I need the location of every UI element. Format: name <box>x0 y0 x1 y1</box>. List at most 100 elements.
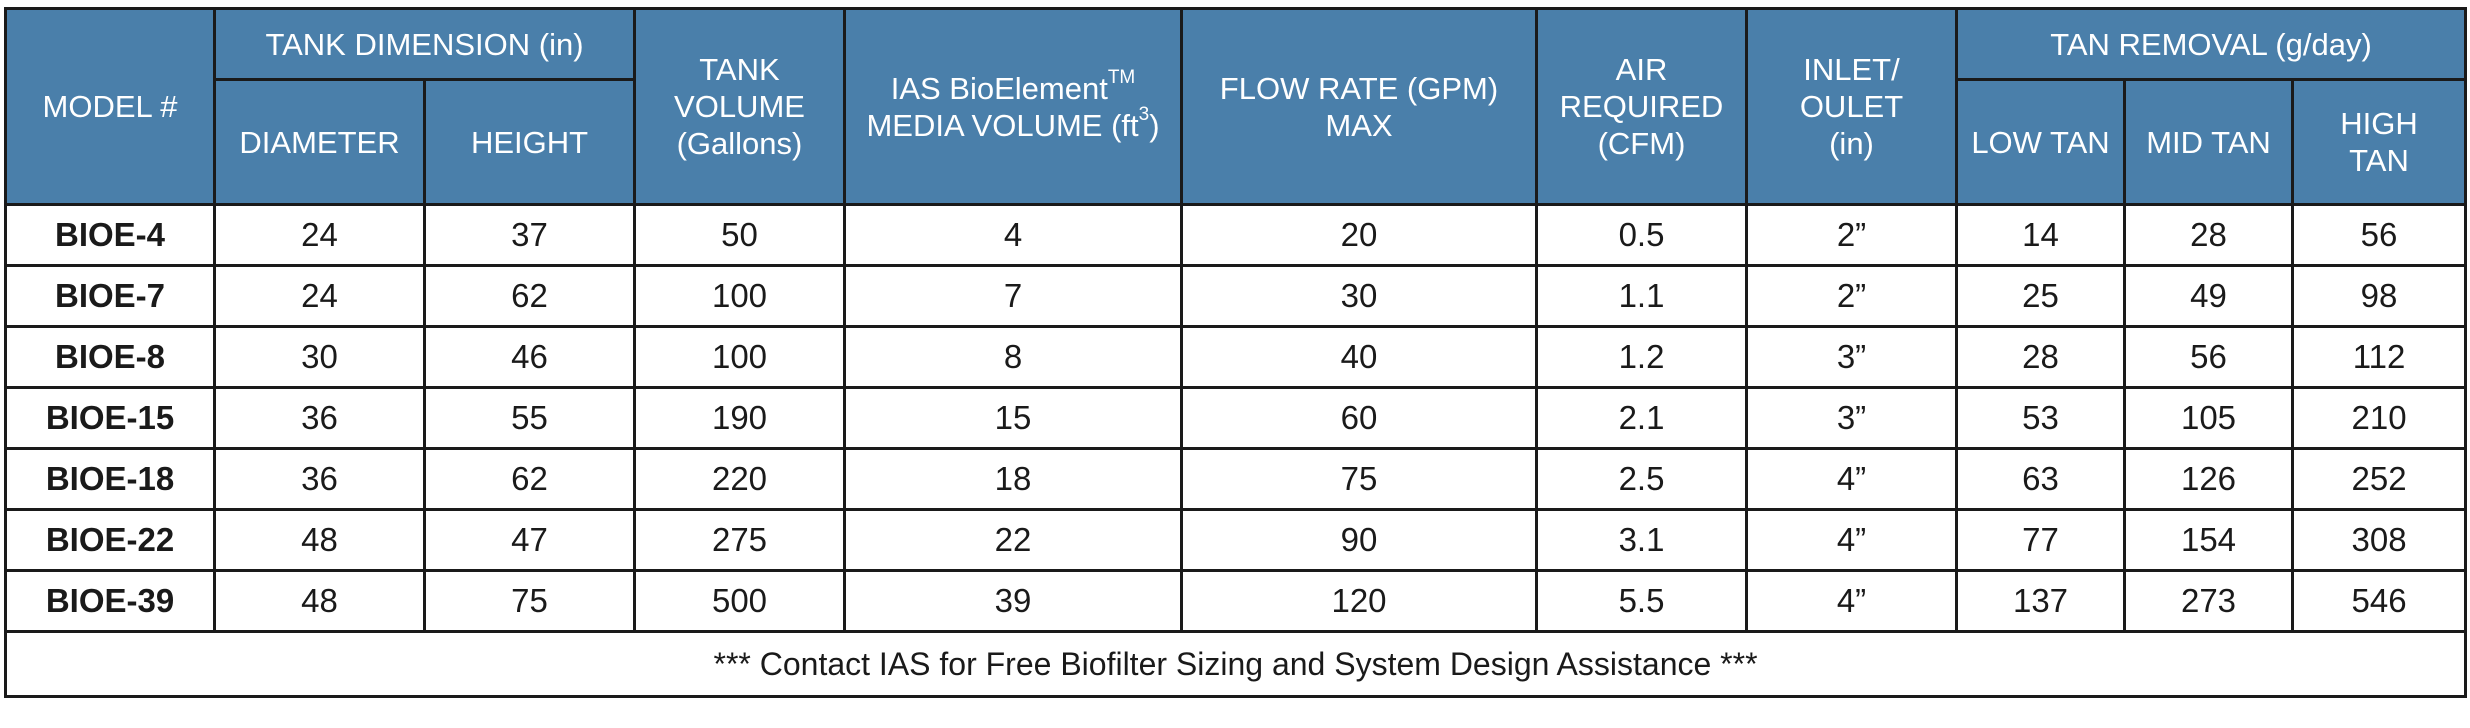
media-cell: 4 <box>843 203 1183 267</box>
header-flow-rate: FLOW RATE (GPM) MAX <box>1180 7 1538 206</box>
header-flow-line1: FLOW RATE (GPM) <box>1219 70 1499 106</box>
header-air-line2: REQUIRED <box>1559 89 1724 124</box>
media-cell: 39 <box>843 569 1183 633</box>
biofilter-spec-table: MODEL # TANK DIMENSION (in) TANK VOLUME … <box>3 7 2468 698</box>
diameter-cell: 24 <box>213 264 426 328</box>
header-inlet-outlet: INLET/ OULET (in) <box>1745 7 1958 206</box>
header-inlet-line2: OULET <box>1799 89 1904 124</box>
height-cell: 62 <box>423 264 636 328</box>
flow-cell: 90 <box>1180 508 1538 572</box>
air-cell: 1.1 <box>1535 264 1748 328</box>
header-high-tan-line1: HIGH <box>2340 106 2418 141</box>
media-cell: 7 <box>843 264 1183 328</box>
flow-cell: 30 <box>1180 264 1538 328</box>
media-cell: 15 <box>843 386 1183 450</box>
header-diameter: DIAMETER <box>213 78 426 206</box>
footer-note: *** Contact IAS for Free Biofilter Sizin… <box>3 630 2468 698</box>
table-row: BIOE-15 36 55 190 15 60 2.1 3” 53 105 21… <box>4 386 2468 450</box>
header-tank-dimension-label: TANK DIMENSION (in) <box>265 26 584 62</box>
inlet-cell: 2” <box>1745 203 1958 267</box>
header-tank-volume-line2: VOLUME <box>674 89 805 124</box>
low-tan-cell: 25 <box>1955 264 2126 328</box>
height-cell: 46 <box>423 325 636 389</box>
air-cell: 1.2 <box>1535 325 1748 389</box>
model-cell: BIOE-7 <box>4 264 216 328</box>
inlet-cell: 2” <box>1745 264 1958 328</box>
diameter-cell: 48 <box>213 569 426 633</box>
mid-tan-cell: 154 <box>2123 508 2294 572</box>
diameter-cell: 36 <box>213 447 426 511</box>
high-tan-cell: 98 <box>2290 264 2468 328</box>
media-cell: 8 <box>843 325 1183 389</box>
header-row-top: MODEL # TANK DIMENSION (in) TANK VOLUME … <box>4 7 2468 206</box>
low-tan-cell: 53 <box>1955 386 2126 450</box>
table-row: BIOE-7 24 62 100 7 30 1.1 2” 25 49 98 <box>4 264 2468 328</box>
table-row: BIOE-4 24 37 50 4 20 0.5 2” 14 28 56 <box>4 203 2468 267</box>
header-high-tan-line2: TAN <box>2349 143 2409 178</box>
volume-cell: 50 <box>633 203 846 267</box>
header-high-tan: HIGH TAN <box>2290 78 2468 206</box>
inlet-cell: 3” <box>1745 325 1958 389</box>
cubic-superscript: 3 <box>1138 104 1150 126</box>
air-cell: 2.5 <box>1535 447 1748 511</box>
header-flow-line2: MAX <box>1325 107 1393 143</box>
header-tank-volume: TANK VOLUME (Gallons) <box>633 7 846 206</box>
low-tan-cell: 77 <box>1955 508 2126 572</box>
table-row: BIOE-18 36 62 220 18 75 2.5 4” 63 126 25… <box>4 447 2468 511</box>
high-tan-cell: 308 <box>2290 508 2468 572</box>
volume-cell: 100 <box>633 325 846 389</box>
flow-cell: 75 <box>1180 447 1538 511</box>
model-cell: BIOE-39 <box>4 569 216 633</box>
low-tan-cell: 63 <box>1955 447 2126 511</box>
header-air-line3: (CFM) <box>1597 126 1686 161</box>
header-media-line2-suffix: ) <box>1149 107 1160 143</box>
header-media-volume: IAS BioElementTM MEDIA VOLUME (ft3) <box>843 7 1183 206</box>
mid-tan-cell: 273 <box>2123 569 2294 633</box>
air-cell: 3.1 <box>1535 508 1748 572</box>
volume-cell: 500 <box>633 569 846 633</box>
media-cell: 22 <box>843 508 1183 572</box>
height-cell: 55 <box>423 386 636 450</box>
flow-cell: 120 <box>1180 569 1538 633</box>
high-tan-cell: 252 <box>2290 447 2468 511</box>
header-low-tan-label: LOW TAN <box>1971 124 2110 160</box>
volume-cell: 220 <box>633 447 846 511</box>
header-tan-removal-label: TAN REMOVAL (g/day) <box>2050 26 2372 62</box>
mid-tan-cell: 56 <box>2123 325 2294 389</box>
header-mid-tan: MID TAN <box>2123 78 2294 206</box>
inlet-cell: 3” <box>1745 386 1958 450</box>
flow-cell: 40 <box>1180 325 1538 389</box>
diameter-cell: 36 <box>213 386 426 450</box>
low-tan-cell: 28 <box>1955 325 2126 389</box>
header-model: MODEL # <box>4 7 216 206</box>
air-cell: 0.5 <box>1535 203 1748 267</box>
high-tan-cell: 56 <box>2290 203 2468 267</box>
header-diameter-label: DIAMETER <box>239 124 400 160</box>
model-cell: BIOE-4 <box>4 203 216 267</box>
volume-cell: 190 <box>633 386 846 450</box>
air-cell: 5.5 <box>1535 569 1748 633</box>
header-inlet-line1: INLET/ <box>1803 52 1900 87</box>
table-row: BIOE-22 48 47 275 22 90 3.1 4” 77 154 30… <box>4 508 2468 572</box>
diameter-cell: 48 <box>213 508 426 572</box>
height-cell: 62 <box>423 447 636 511</box>
table-row: BIOE-8 30 46 100 8 40 1.2 3” 28 56 112 <box>4 325 2468 389</box>
header-mid-tan-label: MID TAN <box>2146 124 2271 160</box>
model-cell: BIOE-8 <box>4 325 216 389</box>
header-air-line1: AIR <box>1615 52 1668 87</box>
header-height-label: HEIGHT <box>470 124 589 160</box>
header-media-line1: IAS BioElement <box>890 70 1108 106</box>
inlet-cell: 4” <box>1745 447 1958 511</box>
spec-table-container: MODEL # TANK DIMENSION (in) TANK VOLUME … <box>3 7 2468 698</box>
air-cell: 2.1 <box>1535 386 1748 450</box>
high-tan-cell: 210 <box>2290 386 2468 450</box>
low-tan-cell: 14 <box>1955 203 2126 267</box>
height-cell: 37 <box>423 203 636 267</box>
footer-row: *** Contact IAS for Free Biofilter Sizin… <box>3 630 2468 698</box>
high-tan-cell: 112 <box>2290 325 2468 389</box>
volume-cell: 100 <box>633 264 846 328</box>
height-cell: 75 <box>423 569 636 633</box>
header-height: HEIGHT <box>423 78 636 206</box>
header-row-sub: DIAMETER HEIGHT LOW TAN MID TAN HIGH TAN <box>6 78 2468 206</box>
header-tank-volume-line1: TANK <box>699 52 780 87</box>
